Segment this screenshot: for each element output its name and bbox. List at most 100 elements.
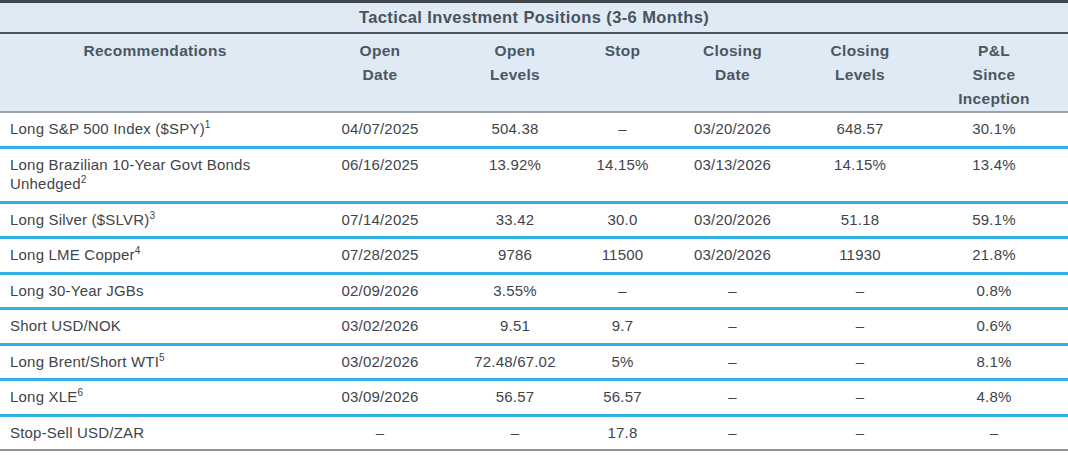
closing-date-cell: 03/20/2026 [665, 202, 800, 238]
recommendation-label: Long Brazilian 10-Year Govt Bonds Unhedg… [10, 156, 250, 193]
open-level-cell: 33.42 [450, 202, 580, 238]
column-header-open-levels: Open Levels [450, 34, 580, 112]
stop-cell: 5% [580, 344, 665, 380]
column-header-pnl-since-inception: P&L Since Inception [920, 34, 1068, 112]
recommendation-cell: Long XLE6 [0, 380, 310, 416]
open-date-cell: 04/07/2025 [310, 112, 450, 147]
recommendation-cell: Long LME Copper4 [0, 238, 310, 274]
open-date-cell: 03/02/2026 [310, 309, 450, 345]
recommendation-cell: Long 30-Year JGBs [0, 273, 310, 309]
closing-date-cell: – [665, 344, 800, 380]
closing-level-cell: 11930 [800, 238, 920, 274]
open-date-cell: 07/14/2025 [310, 202, 450, 238]
pnl-cell: 0.6% [920, 309, 1068, 345]
recommendation-label: Long S&P 500 Index ($SPY) [10, 120, 205, 137]
pnl-cell: 13.4% [920, 147, 1068, 202]
pnl-cell: 4.8% [920, 380, 1068, 416]
closing-date-cell: – [665, 309, 800, 345]
open-level-cell: 13.92% [450, 147, 580, 202]
column-header-closing-levels: Closing Levels [800, 34, 920, 112]
recommendation-cell: Long Brazilian 10-Year Govt Bonds Unhedg… [0, 147, 310, 202]
closing-date-cell: – [665, 273, 800, 309]
table-row: Long XLE6 03/09/2026 56.57 56.57 – – 4.8… [0, 380, 1068, 416]
closing-level-cell: – [800, 415, 920, 450]
stop-cell: – [580, 273, 665, 309]
table-row: Short USD/NOK 03/02/2026 9.51 9.7 – – 0.… [0, 309, 1068, 345]
table-row: Long 30-Year JGBs 02/09/2026 3.55% – – –… [0, 273, 1068, 309]
column-header-closing-date: Closing Date [665, 34, 800, 112]
closing-level-cell: – [800, 380, 920, 416]
column-header-recommendations: Recommendations [0, 34, 310, 112]
open-level-cell: – [450, 415, 580, 450]
closing-date-cell: – [665, 415, 800, 450]
footnote-marker: 1 [205, 119, 211, 130]
closing-level-cell: – [800, 273, 920, 309]
closing-level-cell: 14.15% [800, 147, 920, 202]
tactical-positions-table: Recommendations Open Date Open Levels St… [0, 34, 1068, 451]
open-date-cell: 06/16/2025 [310, 147, 450, 202]
open-level-cell: 56.57 [450, 380, 580, 416]
table-row: Long Brent/Short WTI5 03/02/2026 72.48/6… [0, 344, 1068, 380]
recommendation-cell: Stop-Sell USD/ZAR [0, 415, 310, 450]
open-date-cell: 02/09/2026 [310, 273, 450, 309]
table-title: Tactical Investment Positions (3-6 Month… [359, 8, 709, 27]
closing-date-cell: 03/20/2026 [665, 238, 800, 274]
header-row: Recommendations Open Date Open Levels St… [0, 34, 1068, 112]
open-level-cell: 9786 [450, 238, 580, 274]
recommendation-label: Long Silver ($SLVR) [10, 211, 149, 228]
open-date-cell: – [310, 415, 450, 450]
stop-cell: 56.57 [580, 380, 665, 416]
open-date-cell: 03/02/2026 [310, 344, 450, 380]
open-level-cell: 3.55% [450, 273, 580, 309]
pnl-cell: 21.8% [920, 238, 1068, 274]
open-level-cell: 72.48/67.02 [450, 344, 580, 380]
recommendation-label: Long 30-Year JGBs [10, 282, 144, 299]
footnote-marker: 2 [81, 174, 87, 185]
pnl-cell: 59.1% [920, 202, 1068, 238]
stop-cell: 17.8 [580, 415, 665, 450]
table-row: Stop-Sell USD/ZAR – – 17.8 – – – [0, 415, 1068, 450]
open-date-cell: 03/09/2026 [310, 380, 450, 416]
recommendation-label: Long LME Copper [10, 246, 135, 263]
closing-date-cell: – [665, 380, 800, 416]
footnote-marker: 4 [135, 245, 141, 256]
open-level-cell: 504.38 [450, 112, 580, 147]
recommendation-cell: Long Silver ($SLVR)3 [0, 202, 310, 238]
table-row: Long Silver ($SLVR)3 07/14/2025 33.42 30… [0, 202, 1068, 238]
footnote-marker: 5 [159, 352, 165, 363]
closing-level-cell: – [800, 344, 920, 380]
closing-date-cell: 03/20/2026 [665, 112, 800, 147]
pnl-cell: 8.1% [920, 344, 1068, 380]
stop-cell: 14.15% [580, 147, 665, 202]
recommendation-label: Stop-Sell USD/ZAR [10, 424, 144, 441]
recommendation-cell: Short USD/NOK [0, 309, 310, 345]
recommendation-label: Short USD/NOK [10, 317, 121, 334]
tactical-positions-panel: Tactical Investment Positions (3-6 Month… [0, 0, 1068, 451]
stop-cell: 11500 [580, 238, 665, 274]
closing-level-cell: – [800, 309, 920, 345]
open-level-cell: 9.51 [450, 309, 580, 345]
stop-cell: – [580, 112, 665, 147]
table-header: Recommendations Open Date Open Levels St… [0, 34, 1068, 112]
table-row: Long Brazilian 10-Year Govt Bonds Unhedg… [0, 147, 1068, 202]
column-header-open-date: Open Date [310, 34, 450, 112]
pnl-cell: 0.8% [920, 273, 1068, 309]
open-date-cell: 07/28/2025 [310, 238, 450, 274]
stop-cell: 30.0 [580, 202, 665, 238]
pnl-cell: 30.1% [920, 112, 1068, 147]
pnl-cell: – [920, 415, 1068, 450]
closing-date-cell: 03/13/2026 [665, 147, 800, 202]
closing-level-cell: 648.57 [800, 112, 920, 147]
table-body: Long S&P 500 Index ($SPY)1 04/07/2025 50… [0, 112, 1068, 450]
recommendation-cell: Long S&P 500 Index ($SPY)1 [0, 112, 310, 147]
footnote-marker: 3 [149, 210, 155, 221]
table-title-bar: Tactical Investment Positions (3-6 Month… [0, 0, 1068, 34]
stop-cell: 9.7 [580, 309, 665, 345]
table-row: Long LME Copper4 07/28/2025 9786 11500 0… [0, 238, 1068, 274]
footnote-marker: 6 [78, 387, 84, 398]
column-header-stop: Stop [580, 34, 665, 112]
closing-level-cell: 51.18 [800, 202, 920, 238]
recommendation-label: Long Brent/Short WTI [10, 353, 159, 370]
recommendation-cell: Long Brent/Short WTI5 [0, 344, 310, 380]
recommendation-label: Long XLE [10, 388, 78, 405]
